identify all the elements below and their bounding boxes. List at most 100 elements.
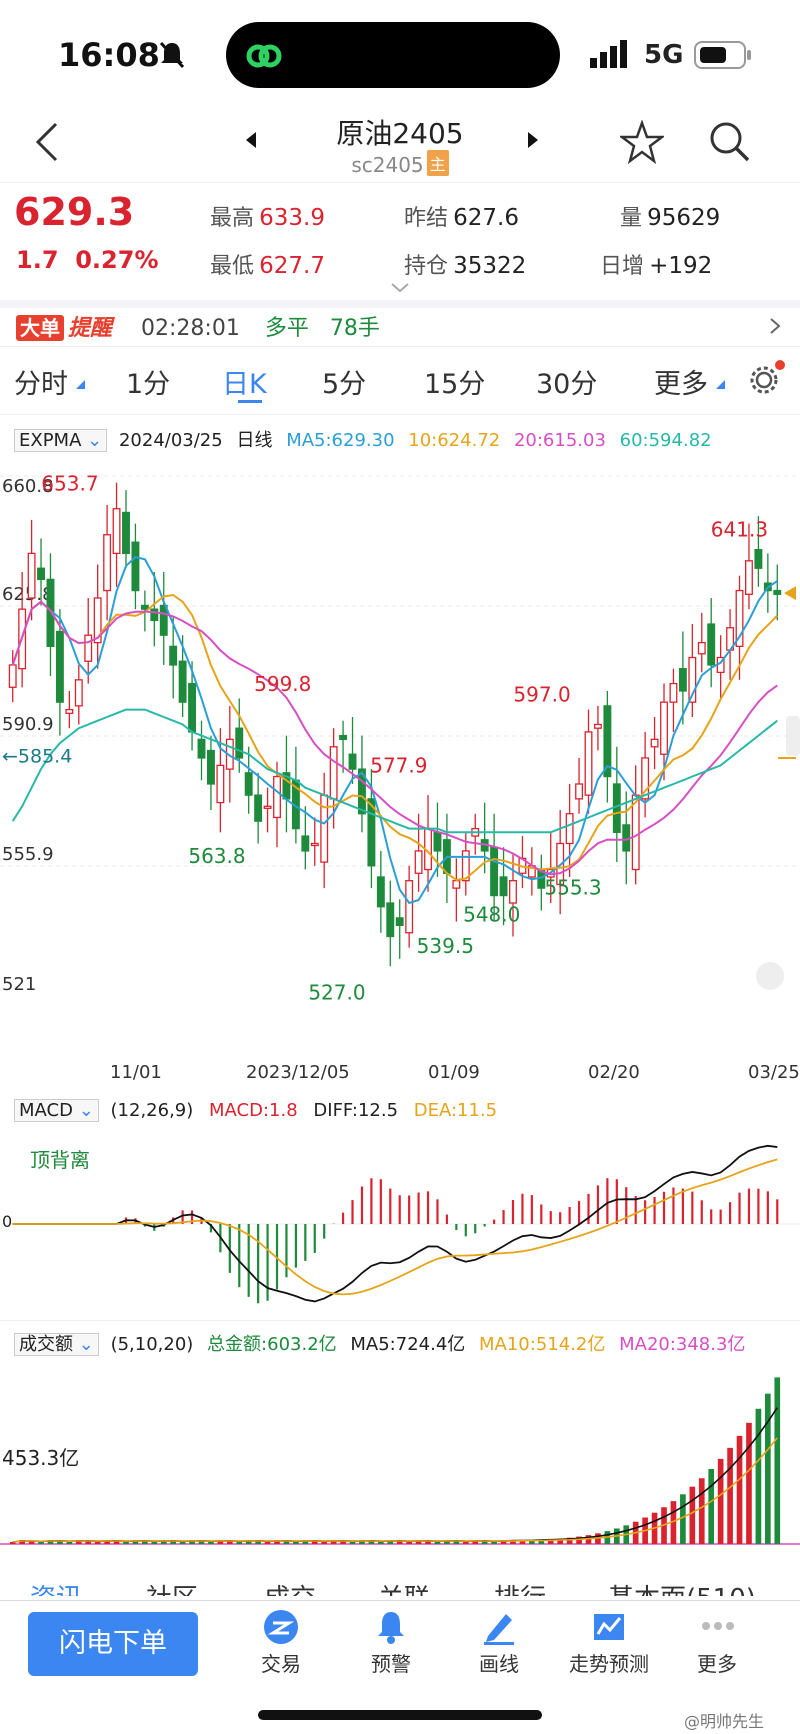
toolbar-trade[interactable]: 交易 — [261, 1652, 301, 1676]
volume-bar — [28, 1541, 35, 1544]
settings-gear-icon[interactable] — [746, 360, 786, 400]
alert-time: 02:28:01 — [141, 316, 240, 341]
alarm-bell-icon — [378, 1612, 404, 1644]
active-tab-indicator — [238, 400, 262, 403]
candle-body — [140, 604, 149, 610]
dea-line — [12, 1158, 778, 1296]
volume-bar — [774, 1377, 781, 1544]
subtab-related[interactable]: 关联 — [378, 1578, 430, 1596]
candle-body — [565, 813, 574, 845]
volume-bar — [585, 1535, 592, 1544]
candle-body — [593, 723, 602, 729]
volume-bar — [198, 1541, 205, 1544]
subtab-community[interactable]: 社区 — [146, 1578, 198, 1596]
vol-ma20: MA20:348.3亿 — [619, 1334, 746, 1355]
chevron-down-icon: ⌄ — [87, 430, 103, 451]
star-icon[interactable] — [620, 120, 664, 164]
volume-value: 95629 — [647, 205, 721, 231]
candle-body — [55, 630, 64, 703]
x-tick-label: 11/01 — [110, 1062, 162, 1083]
volume-bar — [396, 1541, 403, 1544]
candle-body — [216, 764, 225, 804]
page-title: 原油2405 — [336, 117, 464, 150]
candle-body — [603, 705, 612, 778]
volume-bar — [462, 1542, 469, 1544]
chevron-right-icon[interactable] — [768, 316, 782, 336]
candle-body — [499, 876, 508, 897]
volume-bar — [425, 1541, 431, 1544]
ma20-legend: 20:615.03 — [513, 430, 606, 451]
candle-body — [93, 597, 102, 644]
expand-chevron-icon[interactable] — [390, 282, 410, 294]
battery-icon — [694, 41, 751, 69]
macd-select[interactable]: MACD ⌄ — [14, 1099, 99, 1122]
volume-bar — [576, 1536, 582, 1544]
volume-bar — [415, 1540, 422, 1544]
volume-bar — [529, 1539, 535, 1544]
back-icon[interactable] — [32, 120, 62, 164]
volume-bar — [321, 1542, 328, 1544]
search-icon[interactable] — [708, 120, 752, 164]
candle-body — [197, 738, 206, 759]
ma5-line — [11, 556, 778, 905]
toolbar-draw[interactable]: 画线 — [479, 1652, 519, 1676]
tab-15min[interactable]: 15分 — [424, 369, 486, 400]
volume-bar — [123, 1542, 129, 1544]
tab-daily[interactable]: 日K — [222, 369, 267, 400]
change-pct: 0.27% — [75, 246, 159, 274]
subtab-ranking[interactable]: 排行 — [494, 1578, 546, 1596]
prev-contract-icon[interactable] — [244, 130, 258, 150]
candle-body — [735, 589, 744, 648]
toolbar-alert[interactable]: 预警 — [371, 1652, 411, 1676]
candle-body — [395, 917, 404, 926]
tab-1min[interactable]: 1分 — [126, 369, 171, 400]
macd-value: MACD:1.8 — [209, 1100, 298, 1121]
next-contract-icon[interactable] — [526, 130, 540, 150]
kline-period: 日线 — [236, 430, 273, 451]
volume-bar — [689, 1486, 696, 1544]
alert-type: 多平 — [264, 316, 309, 341]
volume-bar — [406, 1542, 412, 1544]
price-change: 1.7 0.27% — [16, 246, 159, 274]
volume-bar — [500, 1540, 507, 1544]
volume-bar — [245, 1540, 252, 1544]
prev-settle-label: 昨结 — [404, 206, 449, 231]
tab-30min[interactable]: 30分 — [536, 369, 598, 400]
divider — [0, 300, 800, 308]
tab-more[interactable]: 更多 — [654, 369, 708, 400]
volume-bar — [104, 1540, 110, 1544]
volume-bar — [38, 1542, 44, 1544]
daily-increase-label: 日增 — [600, 254, 645, 279]
volume-select[interactable]: 成交额 ⌄ — [14, 1333, 99, 1356]
subtab-trades[interactable]: 成交 — [264, 1578, 316, 1596]
big-order-alert[interactable]: 大单 提醒 02:28:01 多平 78手 — [16, 310, 380, 342]
indicator-select[interactable]: EXPMA ⌄ — [14, 429, 108, 452]
dynamic-island — [226, 22, 560, 88]
volume-bar — [302, 1540, 309, 1544]
macd-params: (12,26,9) — [110, 1100, 194, 1121]
candle-body — [339, 734, 348, 740]
volume-bar — [208, 1542, 214, 1544]
volume-bar — [547, 1539, 554, 1544]
volume-bar — [47, 1540, 54, 1544]
flash-order-button[interactable]: 闪电下单 — [28, 1612, 198, 1676]
divider — [0, 346, 800, 347]
toolbar-more[interactable]: 更多 — [697, 1652, 737, 1676]
alert-tag: 提醒 — [68, 316, 113, 341]
candlestick-chart[interactable]: 660.8625.8590.9555.9521653.7599.8563.857… — [0, 456, 800, 1078]
candle-body — [678, 668, 687, 692]
y-tick-label: 555.9 — [2, 844, 54, 865]
toolbar-forecast[interactable]: 走势预测 — [569, 1652, 649, 1676]
left-price-marker: ←585.4 — [2, 745, 72, 767]
tab-intraday[interactable]: 分时 — [14, 369, 68, 400]
network-label: 5G — [644, 40, 684, 70]
volume-bar — [708, 1469, 715, 1544]
subtab-news[interactable]: 资讯 — [30, 1578, 82, 1596]
low-value: 627.7 — [259, 253, 325, 279]
subtab-fundamentals[interactable]: 基本面(510) — [608, 1578, 756, 1596]
tab-5min[interactable]: 5分 — [322, 369, 367, 400]
ma10-line — [11, 593, 779, 881]
candle-body — [358, 768, 366, 815]
dropdown-icon — [716, 380, 725, 389]
